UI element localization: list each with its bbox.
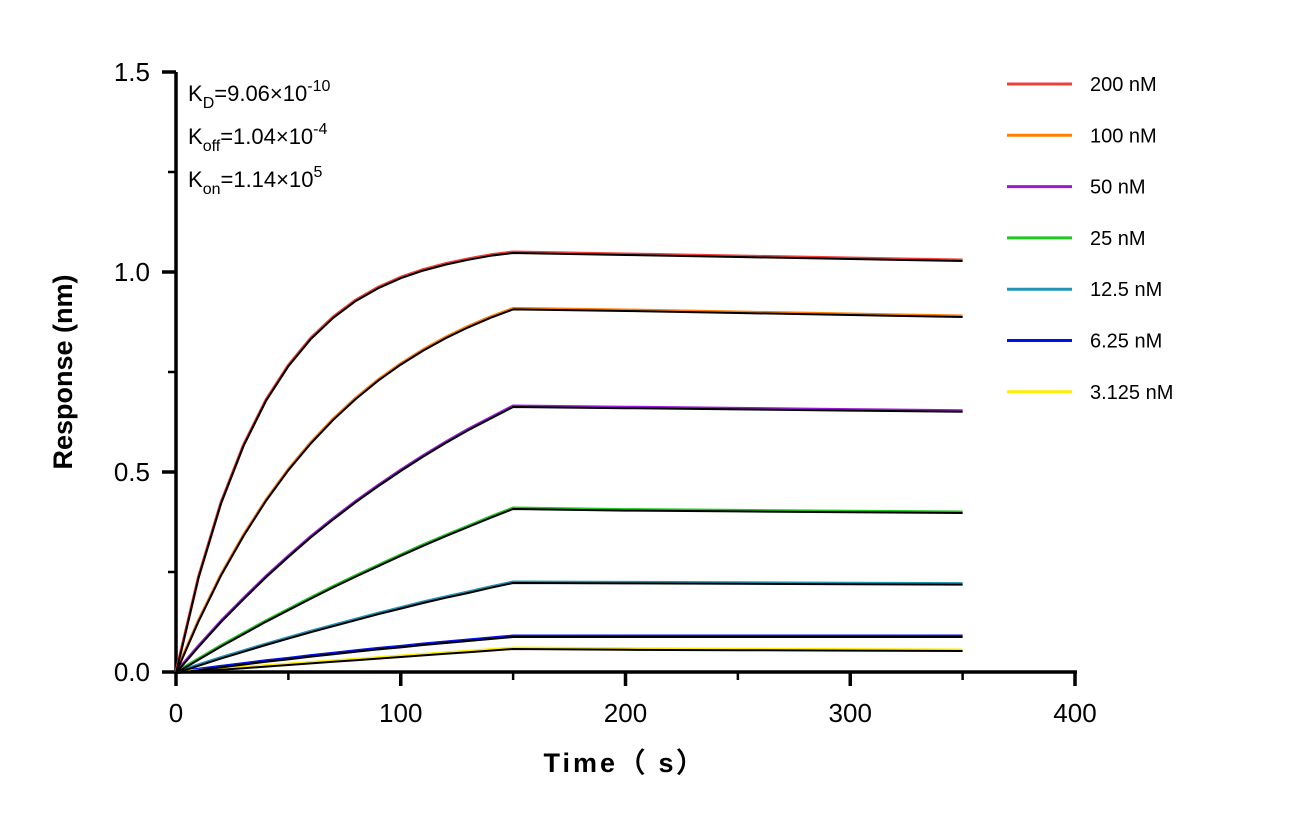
y-tick-label: 1.0	[114, 257, 150, 287]
y-axis-label: Response (nm)	[48, 274, 78, 469]
axes: 0 100 200 300 400 0.0 0.5 1.0 1.5	[114, 57, 1097, 728]
fit-line-50-nM	[175, 406, 963, 674]
y-tick-label: 1.5	[114, 57, 150, 87]
y-tick-label: 0.5	[114, 457, 150, 487]
x-tick-label: 300	[829, 698, 872, 728]
kinetic-constant: Kon=1.14×105	[188, 164, 322, 198]
legend-label: 6.25 nM	[1090, 331, 1162, 353]
legend-label: 3.125 nM	[1090, 382, 1173, 404]
fit-line-100-nM	[175, 308, 963, 674]
series-group	[174, 250, 963, 674]
series-line-6-25-nM	[175, 634, 963, 674]
kinetic-constant: KD=9.06×10-10	[188, 78, 330, 112]
legend: 200 nM 100 nM 50 nM 25 nM 12.5 nM 6.25 nM 3.12…	[1007, 74, 1173, 404]
legend-label: 25 nM	[1090, 228, 1146, 250]
fit-line-25-nM	[175, 508, 963, 674]
legend-label: 50 nM	[1090, 177, 1146, 199]
x-tick-label: 0	[169, 698, 183, 728]
x-axis-label: Time（ s）	[543, 748, 706, 778]
fit-line-12-5-nM	[175, 582, 963, 674]
legend-label: 12.5 nM	[1090, 279, 1162, 301]
y-tick-label: 0.0	[114, 657, 150, 687]
kinetic-constants: KD=9.06×10-10 Koff=1.04×10-4 Kon=1.14×105	[188, 78, 330, 198]
series-line-3-125-nM	[175, 646, 963, 674]
x-tick-label: 400	[1053, 698, 1096, 728]
series-line-50-nM	[174, 404, 963, 673]
fit-line-6-25-nM	[175, 636, 963, 674]
kinetic-constant: Koff=1.04×10-4	[188, 121, 328, 155]
legend-label: 100 nM	[1090, 125, 1157, 147]
fit-line-3-125-nM	[175, 648, 963, 674]
x-tick-label: 100	[379, 698, 422, 728]
fit-line-200-nM	[175, 252, 963, 674]
x-tick-label: 200	[604, 698, 647, 728]
series-line-100-nM	[174, 306, 963, 673]
legend-label: 200 nM	[1090, 74, 1157, 96]
